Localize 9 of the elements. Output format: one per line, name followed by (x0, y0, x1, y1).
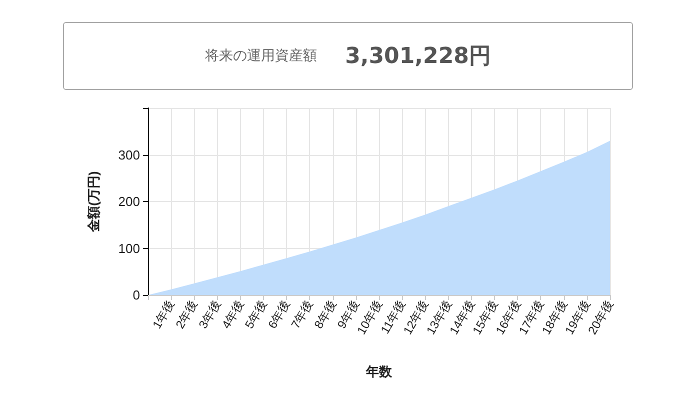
y-tick-label: 0 (132, 288, 140, 302)
chart-title: 将来の運用資産額 (205, 47, 318, 65)
y-tick-label: 100 (118, 240, 140, 256)
y-axis-title: 金額(万円) (86, 171, 101, 233)
x-axis-title: 年数 (365, 364, 393, 379)
y-tick-label: 300 (118, 147, 140, 162)
x-tick-label: 1年後 (150, 298, 178, 332)
chart-subtitle: 3,301,228円 (345, 43, 491, 71)
y-tick-label: 200 (118, 194, 140, 209)
